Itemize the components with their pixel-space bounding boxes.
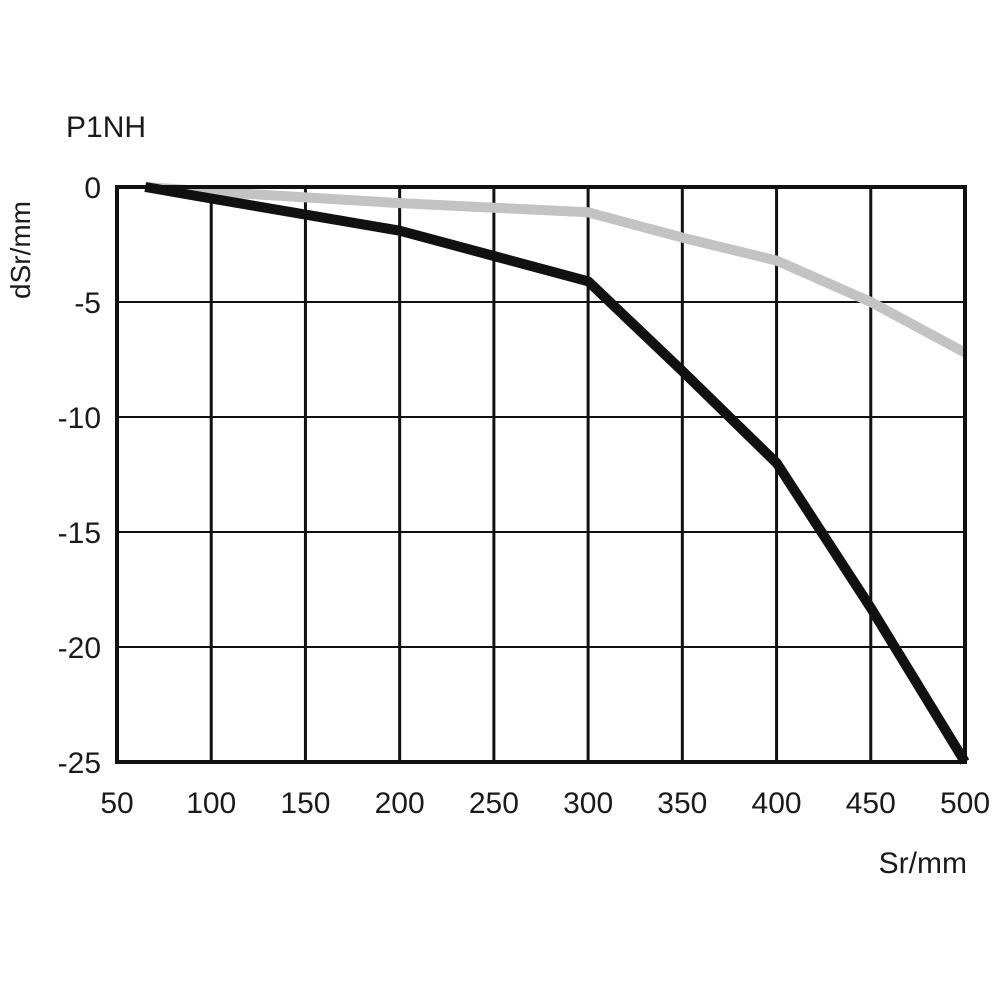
x-tick-label: 100 — [186, 787, 236, 820]
x-tick-label: 450 — [846, 787, 896, 820]
y-tick-label: -10 — [58, 402, 101, 435]
chart-title: P1NH — [66, 111, 146, 144]
series-line-1 — [144, 182, 968, 358]
y-tick-label: 0 — [84, 172, 101, 205]
y-tick-label: -20 — [58, 632, 101, 665]
tick-labels: 50 100 150 200 250 300 350 400 450 500 0 -5 -10 -15 -2… — [58, 172, 990, 820]
plot-frame — [115, 185, 967, 764]
x-tick-label: 350 — [657, 787, 707, 820]
y-tick-label: -5 — [74, 287, 101, 320]
x-tick-label: 250 — [469, 787, 519, 820]
series-line-2 — [144, 182, 970, 765]
x-tick-label: 500 — [940, 787, 990, 820]
series-layer — [144, 182, 970, 765]
x-axis-label: Sr/mm — [879, 847, 967, 880]
y-tick-label: -15 — [58, 517, 101, 550]
x-tick-label: 200 — [375, 787, 425, 820]
x-tick-label: 300 — [563, 787, 613, 820]
y-axis-label: dSr/mm — [5, 201, 36, 299]
x-tick-label: 50 — [100, 787, 133, 820]
x-tick-label: 400 — [752, 787, 802, 820]
x-tick-label: 150 — [280, 787, 330, 820]
y-tick-label: -25 — [58, 747, 101, 780]
